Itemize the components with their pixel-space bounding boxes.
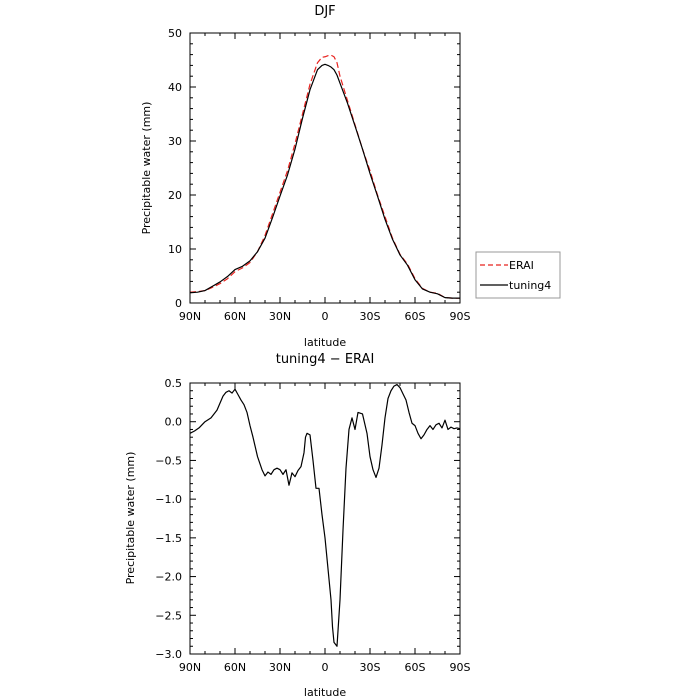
top-chart-frame <box>189 32 461 304</box>
top-chart-series <box>189 54 460 299</box>
y-tick-label: 30 <box>168 135 182 148</box>
top-chart-legend: ERAI tuning4 <box>475 251 561 299</box>
y-tick-label: 50 <box>168 27 182 40</box>
bottom-chart-title: tuning4 − ERAI <box>276 352 375 367</box>
x-tick-label: 60N <box>224 661 246 674</box>
y-tick-label: −3.0 <box>155 648 182 661</box>
bottom-chart-frame <box>189 382 461 655</box>
bottom-chart-panel: tuning4 − ERAI 90N 60N 30N 0 30S 60S 90S 0.5 0.0… <box>124 352 471 699</box>
x-tick-label: 60S <box>405 661 426 674</box>
x-tick-label: 30N <box>269 661 291 674</box>
x-tick-label: 90S <box>450 310 471 323</box>
x-tick-label: 30S <box>360 661 381 674</box>
y-tick-label: −0.5 <box>155 454 182 467</box>
bottom-chart-ticks <box>189 382 461 655</box>
y-tick-label: 0.5 <box>165 377 183 390</box>
legend-box <box>475 251 561 299</box>
top-chart-title: DJF <box>314 4 335 19</box>
top-chart-series-line-erai <box>189 54 460 299</box>
y-tick-label: 0.0 <box>165 416 183 429</box>
top-chart-y-axis-label: Precipitable water (mm) <box>140 102 153 235</box>
x-tick-label: 60N <box>224 310 246 323</box>
y-tick-label: 10 <box>168 243 182 256</box>
x-tick-label: 90N <box>179 310 201 323</box>
y-tick-label: −2.5 <box>155 609 182 622</box>
bottom-chart-x-axis-label: latitude <box>304 686 346 699</box>
bottom-chart-series-line-difference <box>189 383 461 647</box>
y-tick-label: −1.0 <box>155 493 182 506</box>
y-tick-label: −1.5 <box>155 532 182 545</box>
y-tick-label: −2.0 <box>155 571 182 584</box>
bottom-chart-tick-labels: 90N 60N 30N 0 30S 60S 90S 0.5 0.0 −0.5 −1.0 −1.5 −2.… <box>155 377 470 674</box>
y-tick-label: 0 <box>175 297 182 310</box>
x-tick-label: 0 <box>322 310 329 323</box>
y-tick-label: 20 <box>168 189 182 202</box>
x-tick-label: 30N <box>269 310 291 323</box>
top-chart-x-axis-label: latitude <box>304 336 346 349</box>
legend-label-erai: ERAI <box>509 259 534 272</box>
x-tick-label: 90S <box>450 661 471 674</box>
top-chart-ticks <box>189 32 461 304</box>
top-chart-panel: DJF 90N 60N 30N 0 30S 60S 90S 0 10 20 30 40 50 Preci… <box>140 4 561 349</box>
top-chart-tick-labels: 90N 60N 30N 0 30S 60S 90S 0 10 20 30 40 50 <box>168 27 471 323</box>
bottom-chart-y-axis-label: Precipitable water (mm) <box>124 452 137 585</box>
x-tick-label: 90N <box>179 661 201 674</box>
x-tick-label: 0 <box>322 661 329 674</box>
legend-label-tuning4: tuning4 <box>509 279 551 292</box>
x-tick-label: 60S <box>405 310 426 323</box>
y-tick-label: 40 <box>168 81 182 94</box>
bottom-chart-series <box>189 383 461 647</box>
top-chart-series-line-tuning4 <box>189 63 460 299</box>
x-tick-label: 30S <box>360 310 381 323</box>
